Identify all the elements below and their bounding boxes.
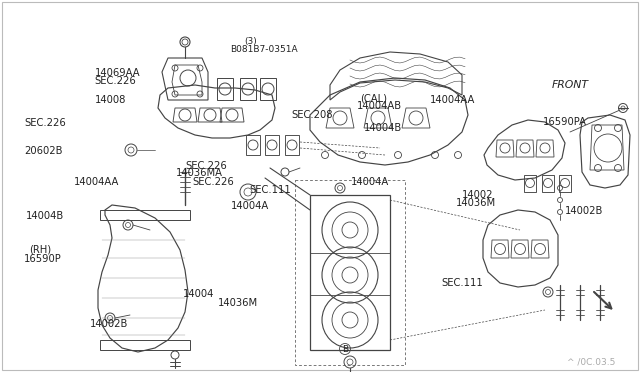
Text: 14004AA: 14004AA xyxy=(430,95,476,105)
Text: SEC.111: SEC.111 xyxy=(442,278,483,288)
Text: 14002: 14002 xyxy=(462,190,493,200)
Text: (3): (3) xyxy=(244,37,257,46)
Text: 14002B: 14002B xyxy=(90,319,128,328)
Text: SEC.226: SEC.226 xyxy=(95,76,136,86)
Text: 14004: 14004 xyxy=(182,289,214,299)
Text: (CAL): (CAL) xyxy=(360,94,387,103)
Text: (RH): (RH) xyxy=(29,245,51,255)
Text: 16590P: 16590P xyxy=(24,254,62,263)
Text: B: B xyxy=(342,344,348,353)
Text: 20602B: 20602B xyxy=(24,146,63,155)
Text: B081B7-0351A: B081B7-0351A xyxy=(230,45,298,54)
Text: SEC.111: SEC.111 xyxy=(250,185,291,195)
Text: 14036M: 14036M xyxy=(456,198,496,208)
Text: FRONT: FRONT xyxy=(552,80,589,90)
Text: 14004A: 14004A xyxy=(230,202,269,211)
Text: ^ /0C.03.5: ^ /0C.03.5 xyxy=(566,357,615,366)
Text: SEC.226: SEC.226 xyxy=(186,161,227,170)
Text: 14004A: 14004A xyxy=(351,177,389,186)
Text: 14002B: 14002B xyxy=(564,206,603,216)
Text: SEC.226: SEC.226 xyxy=(192,177,234,187)
Text: 14004B: 14004B xyxy=(364,124,402,133)
Text: 14004AA: 14004AA xyxy=(74,177,119,187)
Text: 16590PA: 16590PA xyxy=(543,117,587,127)
Text: SEC.208: SEC.208 xyxy=(291,110,333,120)
Text: SEC.226: SEC.226 xyxy=(24,118,66,128)
Text: 14069AA: 14069AA xyxy=(95,68,140,78)
Bar xyxy=(295,180,405,365)
Text: 14004B: 14004B xyxy=(26,211,64,221)
Text: 14036M: 14036M xyxy=(218,298,258,308)
Text: 14004AB: 14004AB xyxy=(357,101,403,111)
Text: 14036MA: 14036MA xyxy=(176,168,223,178)
Text: 14008: 14008 xyxy=(95,95,126,105)
